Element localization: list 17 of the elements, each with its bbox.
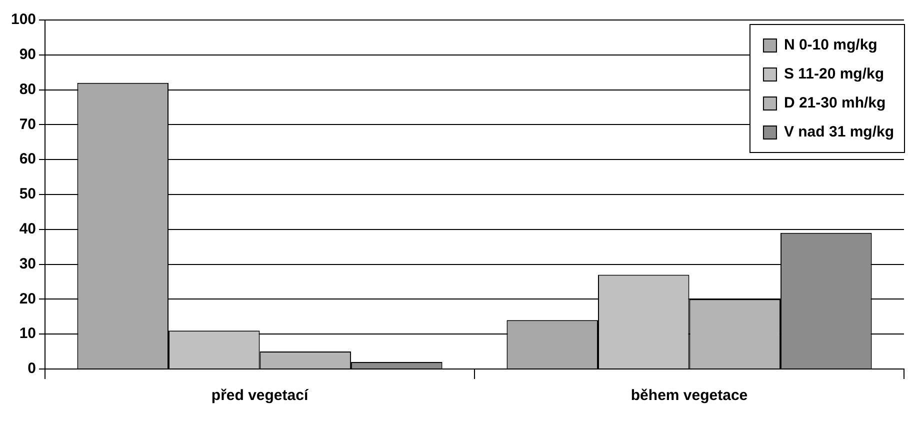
y-tick-label: 0 (28, 360, 36, 378)
y-tick-label: 90 (19, 46, 36, 64)
legend-label: V nad 31 mg/kg (784, 124, 894, 141)
y-tick-label: 30 (19, 255, 36, 272)
x-tick-label: během vegetace (630, 387, 748, 404)
y-tick-label: 80 (19, 80, 36, 98)
y-tick-label: 60 (19, 150, 36, 168)
y-tick-label: 10 (19, 325, 36, 342)
legend-label: N 0-10 mg/kg (784, 36, 878, 54)
x-tick-label: před vegetací (211, 387, 309, 404)
y-tick-label: 100 (10, 11, 36, 28)
y-tick-label: 20 (19, 290, 36, 308)
legend-label: S 11-20 mg/kg (784, 66, 884, 83)
y-tick-label: 70 (19, 116, 36, 133)
y-tick-label: 50 (19, 186, 36, 203)
y-tick-label: 40 (19, 220, 36, 238)
legend-label: D 21-30 mh/kg (784, 94, 886, 112)
